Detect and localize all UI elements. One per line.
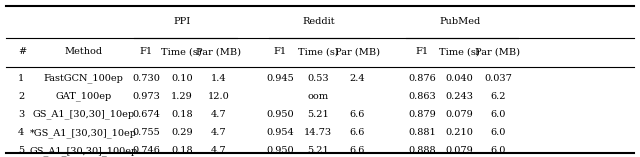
Text: 5.21: 5.21 — [307, 146, 329, 155]
Text: 0.973: 0.973 — [132, 92, 160, 101]
Text: Par (MB): Par (MB) — [335, 47, 380, 56]
Text: 0.881: 0.881 — [408, 128, 436, 137]
Text: 0.746: 0.746 — [132, 146, 160, 155]
Text: 6.6: 6.6 — [349, 146, 365, 155]
Text: 4.7: 4.7 — [211, 146, 227, 155]
Text: Par (MB): Par (MB) — [476, 47, 520, 56]
Text: 1.4: 1.4 — [211, 74, 227, 83]
Text: 4: 4 — [18, 128, 24, 137]
Text: 0.730: 0.730 — [132, 74, 160, 83]
Text: Reddit: Reddit — [303, 17, 335, 27]
Text: 0.876: 0.876 — [408, 74, 436, 83]
Text: GS_A1_[30,30]_10ep: GS_A1_[30,30]_10ep — [32, 110, 134, 119]
Text: 2: 2 — [18, 92, 24, 101]
Text: Time (s): Time (s) — [161, 47, 202, 56]
Text: F1: F1 — [274, 47, 287, 56]
Text: 1.29: 1.29 — [171, 92, 193, 101]
Text: 12.0: 12.0 — [208, 92, 230, 101]
Text: 6.6: 6.6 — [349, 110, 365, 119]
Text: 0.10: 0.10 — [171, 74, 193, 83]
Text: 0.954: 0.954 — [266, 128, 294, 137]
Text: 4.7: 4.7 — [211, 128, 227, 137]
Text: 5: 5 — [18, 146, 24, 155]
Text: Time (s): Time (s) — [298, 47, 339, 56]
Text: Time (s): Time (s) — [439, 47, 480, 56]
Text: 0.879: 0.879 — [408, 110, 436, 119]
Text: 6.0: 6.0 — [490, 128, 506, 137]
Text: 6.0: 6.0 — [490, 110, 506, 119]
Text: 0.243: 0.243 — [445, 92, 474, 101]
Text: 0.755: 0.755 — [132, 128, 160, 137]
Text: 0.18: 0.18 — [171, 110, 193, 119]
Text: 0.674: 0.674 — [132, 110, 160, 119]
Text: F1: F1 — [140, 47, 152, 56]
Text: 0.18: 0.18 — [171, 146, 193, 155]
Text: PPI: PPI — [174, 17, 191, 27]
Text: Method: Method — [64, 47, 102, 56]
Text: 14.73: 14.73 — [304, 128, 332, 137]
Text: 6.2: 6.2 — [490, 92, 506, 101]
Text: F1: F1 — [416, 47, 429, 56]
Text: PubMed: PubMed — [440, 17, 481, 27]
Text: 0.040: 0.040 — [445, 74, 474, 83]
Text: 4.7: 4.7 — [211, 110, 227, 119]
Text: 6.0: 6.0 — [490, 146, 506, 155]
Text: 5.21: 5.21 — [307, 110, 329, 119]
Text: 0.037: 0.037 — [484, 74, 512, 83]
Text: 0.950: 0.950 — [266, 110, 294, 119]
Text: 0.079: 0.079 — [445, 110, 474, 119]
Text: 0.945: 0.945 — [266, 74, 294, 83]
Text: 0.210: 0.210 — [445, 128, 474, 137]
Text: *GS_A1_[30,30]_10ep: *GS_A1_[30,30]_10ep — [29, 128, 137, 138]
Text: 0.863: 0.863 — [408, 92, 436, 101]
Text: 0.29: 0.29 — [171, 128, 193, 137]
Text: 0.079: 0.079 — [445, 146, 474, 155]
Text: GAT_100ep: GAT_100ep — [55, 92, 111, 101]
Text: FastGCN_100ep: FastGCN_100ep — [44, 74, 123, 83]
Text: 3: 3 — [18, 110, 24, 119]
Text: 6.6: 6.6 — [349, 128, 365, 137]
Text: 0.888: 0.888 — [408, 146, 436, 155]
Text: 0.950: 0.950 — [266, 146, 294, 155]
Text: 2.4: 2.4 — [349, 74, 365, 83]
Text: GS_A1_[30,30]_100ep: GS_A1_[30,30]_100ep — [29, 146, 138, 156]
Text: Par (MB): Par (MB) — [196, 47, 241, 56]
Text: #: # — [18, 47, 26, 56]
Text: 0.53: 0.53 — [307, 74, 329, 83]
Text: 1: 1 — [18, 74, 24, 83]
Text: oom: oom — [307, 92, 329, 101]
